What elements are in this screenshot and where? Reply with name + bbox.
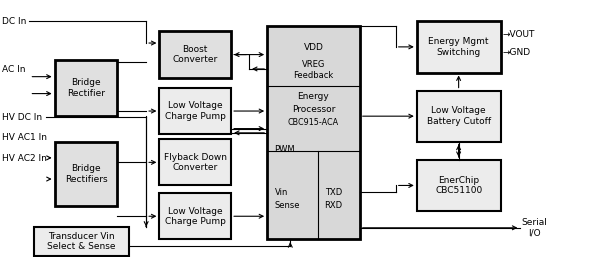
Text: EnerChip
CBC51100: EnerChip CBC51100 xyxy=(435,176,482,195)
FancyBboxPatch shape xyxy=(160,88,231,134)
Text: Feedback: Feedback xyxy=(293,71,334,80)
Text: RXD: RXD xyxy=(325,201,343,210)
Text: Sense: Sense xyxy=(274,201,300,210)
Text: TXD: TXD xyxy=(325,188,342,197)
Text: AC In: AC In xyxy=(2,66,25,75)
Text: Processor: Processor xyxy=(292,105,335,114)
Text: VDD: VDD xyxy=(304,43,323,52)
Text: Transducer Vin
Select & Sense: Transducer Vin Select & Sense xyxy=(47,232,116,251)
FancyBboxPatch shape xyxy=(417,160,500,211)
Text: Boost
Converter: Boost Converter xyxy=(173,45,218,64)
FancyBboxPatch shape xyxy=(160,193,231,239)
FancyBboxPatch shape xyxy=(160,139,231,186)
Text: CBC915-ACA: CBC915-ACA xyxy=(288,118,339,127)
Text: HV AC1 In: HV AC1 In xyxy=(2,133,47,142)
FancyBboxPatch shape xyxy=(34,227,130,256)
Text: Energy Mgmt
Switching: Energy Mgmt Switching xyxy=(428,37,489,57)
Text: Bridge
Rectifier: Bridge Rectifier xyxy=(67,78,105,98)
Text: Flyback Down
Converter: Flyback Down Converter xyxy=(164,153,227,172)
Text: Low Voltage
Charge Pump: Low Voltage Charge Pump xyxy=(165,207,226,226)
Text: →VOUT: →VOUT xyxy=(502,30,535,38)
Text: Low Voltage
Charge Pump: Low Voltage Charge Pump xyxy=(165,101,226,121)
Text: Low Voltage
Battery Cutoff: Low Voltage Battery Cutoff xyxy=(427,107,491,126)
FancyBboxPatch shape xyxy=(160,31,231,78)
FancyBboxPatch shape xyxy=(417,91,500,142)
Text: PWM: PWM xyxy=(274,146,295,154)
Text: DC In: DC In xyxy=(2,17,26,26)
Text: HV DC In: HV DC In xyxy=(2,113,42,122)
Text: HV AC2 In: HV AC2 In xyxy=(2,154,47,163)
Text: Energy: Energy xyxy=(298,92,329,101)
Text: Bridge
Rectifiers: Bridge Rectifiers xyxy=(65,164,107,184)
Text: Vin: Vin xyxy=(274,188,288,197)
Text: →GND: →GND xyxy=(502,47,530,57)
FancyBboxPatch shape xyxy=(417,21,500,72)
FancyBboxPatch shape xyxy=(267,26,360,239)
Text: Serial
I/O: Serial I/O xyxy=(521,218,547,238)
Text: VREG: VREG xyxy=(302,60,325,69)
FancyBboxPatch shape xyxy=(55,142,118,206)
FancyBboxPatch shape xyxy=(55,60,118,116)
